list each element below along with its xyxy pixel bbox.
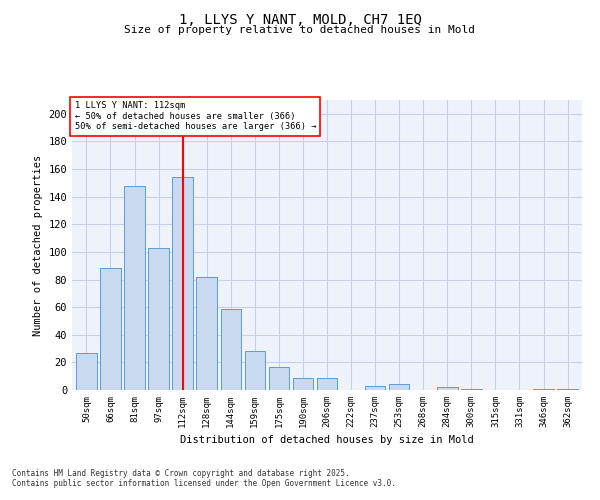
Text: 1 LLYS Y NANT: 112sqm
← 50% of detached houses are smaller (366)
50% of semi-det: 1 LLYS Y NANT: 112sqm ← 50% of detached … [74,102,316,132]
Bar [461,388,482,390]
Bar [365,386,385,390]
Bar [76,352,97,390]
Bar [172,178,193,390]
Bar [100,268,121,390]
Bar [148,248,169,390]
Bar [196,277,217,390]
Text: Contains HM Land Registry data © Crown copyright and database right 2025.: Contains HM Land Registry data © Crown c… [12,469,350,478]
Bar [293,378,313,390]
Bar [389,384,409,390]
Text: Contains public sector information licensed under the Open Government Licence v3: Contains public sector information licen… [12,479,396,488]
Bar [317,378,337,390]
Text: Size of property relative to detached houses in Mold: Size of property relative to detached ho… [125,25,476,35]
Y-axis label: Number of detached properties: Number of detached properties [33,154,43,336]
Bar [557,388,578,390]
Bar [245,352,265,390]
Text: 1, LLYS Y NANT, MOLD, CH7 1EQ: 1, LLYS Y NANT, MOLD, CH7 1EQ [179,12,421,26]
Bar [533,388,554,390]
Bar [269,366,289,390]
Bar [221,308,241,390]
X-axis label: Distribution of detached houses by size in Mold: Distribution of detached houses by size … [180,436,474,446]
Bar [437,387,458,390]
Bar [124,186,145,390]
